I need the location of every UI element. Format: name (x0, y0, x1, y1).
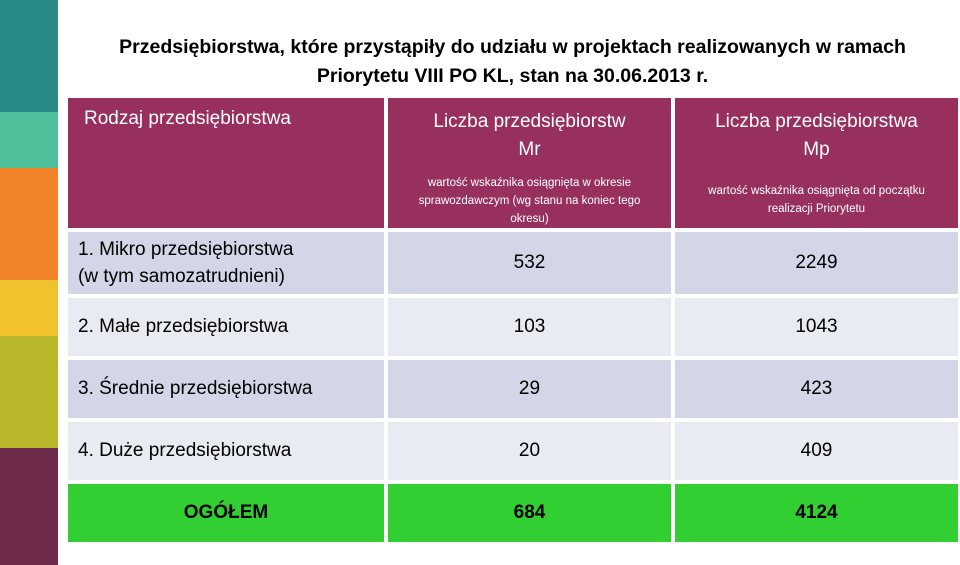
decor-stripe-2 (0, 112, 58, 168)
row-name-line-2: (w tym samozatrudnieni) (78, 266, 285, 287)
row-mr-value: 29 (384, 360, 671, 418)
row-mr-value: 103 (384, 298, 671, 356)
header-mr-title: Liczba przedsiębiorstw (433, 111, 626, 132)
decor-stripe-4 (0, 280, 58, 336)
row-name-line-1: 1. Mikro przedsiębiorstwa (78, 239, 294, 260)
header-enterprise-type-label: Rodzaj przedsiębiorstwa (84, 108, 291, 129)
table-total-row: OGÓŁEM 684 4124 (68, 484, 958, 542)
row-name: 4. Duże przedsiębiorstwa (68, 422, 384, 480)
header-mp-title: Liczba przedsiębiorstwa (715, 111, 918, 132)
row-mp-value: 1043 (671, 298, 958, 356)
total-label: OGÓŁEM (68, 484, 384, 542)
header-mp-code: Mp (803, 139, 830, 160)
row-mp-value: 409 (671, 422, 958, 480)
title-line-2: Priorytetu VIII PO KL, stan na 30.06.201… (316, 65, 709, 87)
table-row: 2. Małe przedsiębiorstwa 103 1043 (68, 298, 958, 356)
page-title: Przedsiębiorstwa, które przystąpiły do u… (70, 33, 955, 91)
header-enterprise-type: Rodzaj przedsiębiorstwa (68, 98, 384, 228)
row-mr-value: 20 (384, 422, 671, 480)
table-row: 1. Mikro przedsiębiorstwa (w tym samozat… (68, 232, 958, 294)
decor-stripe-5 (0, 336, 58, 448)
total-mr-value: 684 (384, 484, 671, 542)
decor-stripe-6 (0, 448, 58, 565)
row-name: 1. Mikro przedsiębiorstwa (w tym samozat… (68, 232, 384, 294)
header-mr-code: Mr (518, 139, 541, 160)
total-mp-value: 4124 (671, 484, 958, 542)
header-mr: Liczba przedsiębiorstw Mr wartość wskaźn… (384, 98, 671, 228)
table-row: 4. Duże przedsiębiorstwa 20 409 (68, 422, 958, 480)
row-mp-value: 423 (671, 360, 958, 418)
row-mr-value: 532 (384, 232, 671, 294)
table-row: 3. Średnie przedsiębiorstwa 29 423 (68, 360, 958, 418)
header-mp: Liczba przedsiębiorstwa Mp wartość wskaź… (671, 98, 958, 228)
decor-stripe-3 (0, 168, 58, 280)
row-mp-value: 2249 (671, 232, 958, 294)
row-name: 3. Średnie przedsiębiorstwa (68, 360, 384, 418)
row-name: 2. Małe przedsiębiorstwa (68, 298, 384, 356)
table-header-row: Rodzaj przedsiębiorstwa Liczba przedsięb… (68, 98, 958, 228)
decor-stripe-1 (0, 0, 58, 112)
header-mp-note: wartość wskaźnika osiągnięta od początku… (708, 185, 925, 215)
header-mr-note: wartość wskaźnika osiągnięta w okresie s… (418, 177, 641, 225)
enterprise-table: Rodzaj przedsiębiorstwa Liczba przedsięb… (68, 94, 958, 546)
title-line-1: Przedsiębiorstwa, które przystąpiły do u… (119, 36, 906, 58)
